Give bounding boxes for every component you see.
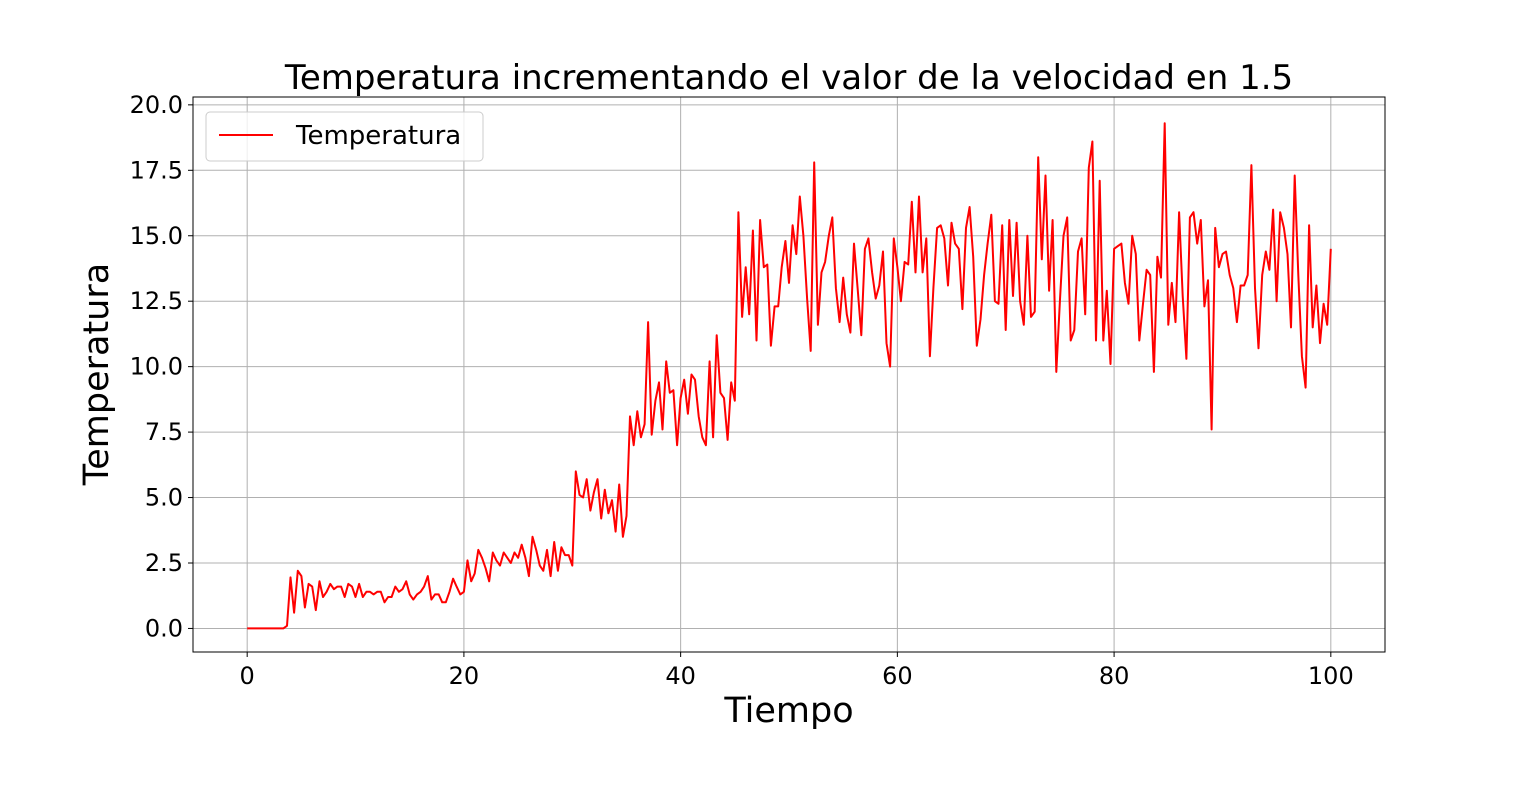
y-tick-label: 17.5 bbox=[130, 156, 183, 184]
y-tick-label: 20.0 bbox=[130, 91, 183, 119]
y-tick-label: 5.0 bbox=[145, 484, 183, 512]
chart-title: Temperatura incrementando el valor de la… bbox=[284, 58, 1293, 98]
y-tick-label: 2.5 bbox=[145, 549, 183, 577]
y-tick-label: 0.0 bbox=[145, 614, 183, 642]
x-tick-label: 80 bbox=[1099, 662, 1130, 690]
ticks: 0 20 40 60 80 100 0.0 2.5 5.0 7.5 10.0 12.5 15.0 17.5… bbox=[130, 91, 1354, 690]
plot-frame bbox=[192, 96, 1386, 653]
x-tick-label: 40 bbox=[665, 662, 696, 690]
legend-box bbox=[205, 111, 484, 162]
x-tick-label: 100 bbox=[1308, 662, 1354, 690]
y-tick-label: 7.5 bbox=[145, 418, 183, 446]
x-tick-label: 0 bbox=[240, 662, 255, 690]
y-axis-label: Temperatura bbox=[77, 263, 117, 486]
series-line-layer bbox=[247, 122, 1332, 630]
x-tick-label: 20 bbox=[449, 662, 480, 690]
y-tick-label: 12.5 bbox=[130, 287, 183, 315]
y-tick-label: 15.0 bbox=[130, 222, 183, 250]
legend: Temperatura bbox=[205, 111, 484, 162]
series-line-temperatura bbox=[247, 122, 1332, 630]
grid bbox=[193, 97, 1385, 652]
legend-label: Temperatura bbox=[295, 121, 461, 151]
x-axis-label: Tiempo bbox=[723, 691, 853, 731]
x-tick-label: 60 bbox=[882, 662, 913, 690]
y-tick-label: 10.0 bbox=[130, 353, 183, 381]
